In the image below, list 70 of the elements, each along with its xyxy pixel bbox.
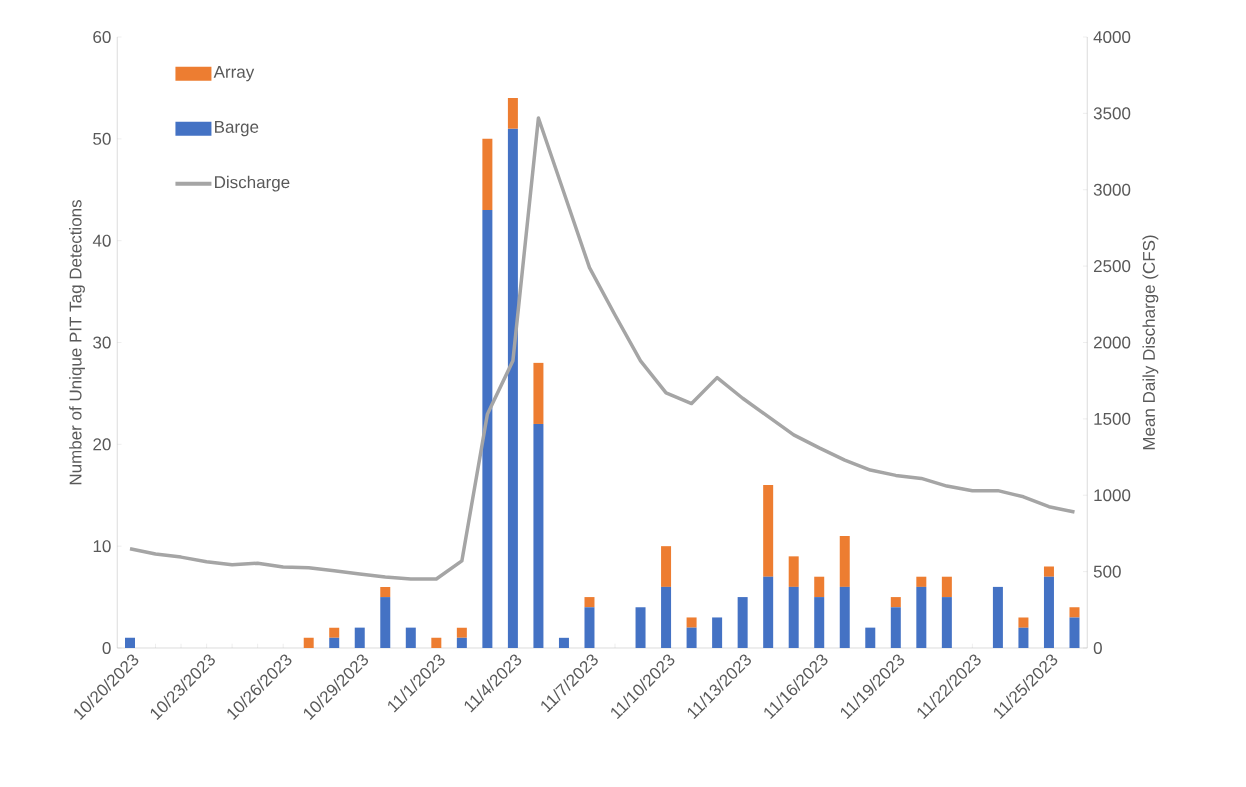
bar (992, 586, 1003, 648)
y2-tick-label: 3000 (1093, 183, 1131, 196)
bar (482, 210, 493, 648)
bar (1069, 617, 1080, 648)
bar (533, 362, 544, 424)
bar (329, 627, 340, 638)
bar (686, 617, 697, 628)
y-tick-label: 30 (93, 336, 111, 349)
y2-tick-label: 1000 (1094, 489, 1131, 502)
bar (125, 637, 135, 648)
bar (941, 597, 952, 648)
bar (686, 627, 697, 648)
bar (890, 607, 901, 648)
legend-label: Barge (215, 121, 259, 137)
y2-tick-label: 2500 (1093, 260, 1131, 273)
bar (456, 627, 467, 638)
bar (303, 637, 314, 648)
bar (1069, 607, 1080, 618)
bar (354, 627, 365, 648)
bar (839, 535, 850, 587)
y2-tick-label: 4000 (1093, 30, 1131, 44)
bar (507, 128, 518, 648)
bar (916, 586, 927, 648)
bar (1043, 576, 1054, 648)
bar (533, 423, 544, 648)
bar (763, 576, 774, 648)
legend-label: Discharge (215, 175, 290, 192)
y-tick-label: 40 (92, 234, 111, 247)
bar (788, 556, 799, 587)
y2-tick-label: 500 (1093, 565, 1121, 578)
y-tick-label: 10 (93, 540, 111, 553)
bar (814, 576, 825, 598)
bar (890, 597, 901, 608)
legend-label: Array (213, 66, 255, 82)
y2-tick-label: 0 (1093, 641, 1102, 655)
bar (584, 597, 595, 608)
bar (712, 617, 723, 648)
bar (661, 586, 672, 648)
bar (814, 597, 825, 648)
bar (456, 637, 467, 648)
bar (941, 576, 952, 598)
y2-axis-title: Mean Daily Discharge (CFS) (1142, 235, 1159, 450)
bar (635, 607, 646, 648)
bar (482, 138, 493, 211)
bar (839, 586, 850, 648)
y2-tick-label: 3500 (1093, 107, 1131, 120)
y2-tick-label: 1500 (1094, 412, 1131, 425)
bar (763, 485, 774, 577)
bar (737, 597, 748, 648)
bar (329, 637, 340, 648)
bar (1018, 617, 1029, 628)
bar (584, 607, 595, 648)
bar (661, 546, 672, 587)
y-tick-label: 50 (93, 132, 111, 145)
bar (405, 627, 416, 648)
y-tick-label: 60 (93, 30, 111, 44)
y-axis-title: Number of Unique PIT Tag Detections (69, 200, 85, 485)
y-tick-label: 0 (102, 641, 111, 655)
bar (380, 597, 391, 648)
bar (431, 637, 442, 648)
bar (1043, 566, 1054, 577)
bar (1018, 627, 1029, 648)
bar (865, 627, 876, 648)
bar (916, 576, 927, 587)
bar (558, 637, 569, 648)
bar (507, 98, 518, 129)
bar (380, 586, 391, 598)
y2-tick-label: 2000 (1093, 336, 1131, 349)
bar (788, 586, 799, 648)
y-tick-label: 20 (93, 438, 111, 451)
